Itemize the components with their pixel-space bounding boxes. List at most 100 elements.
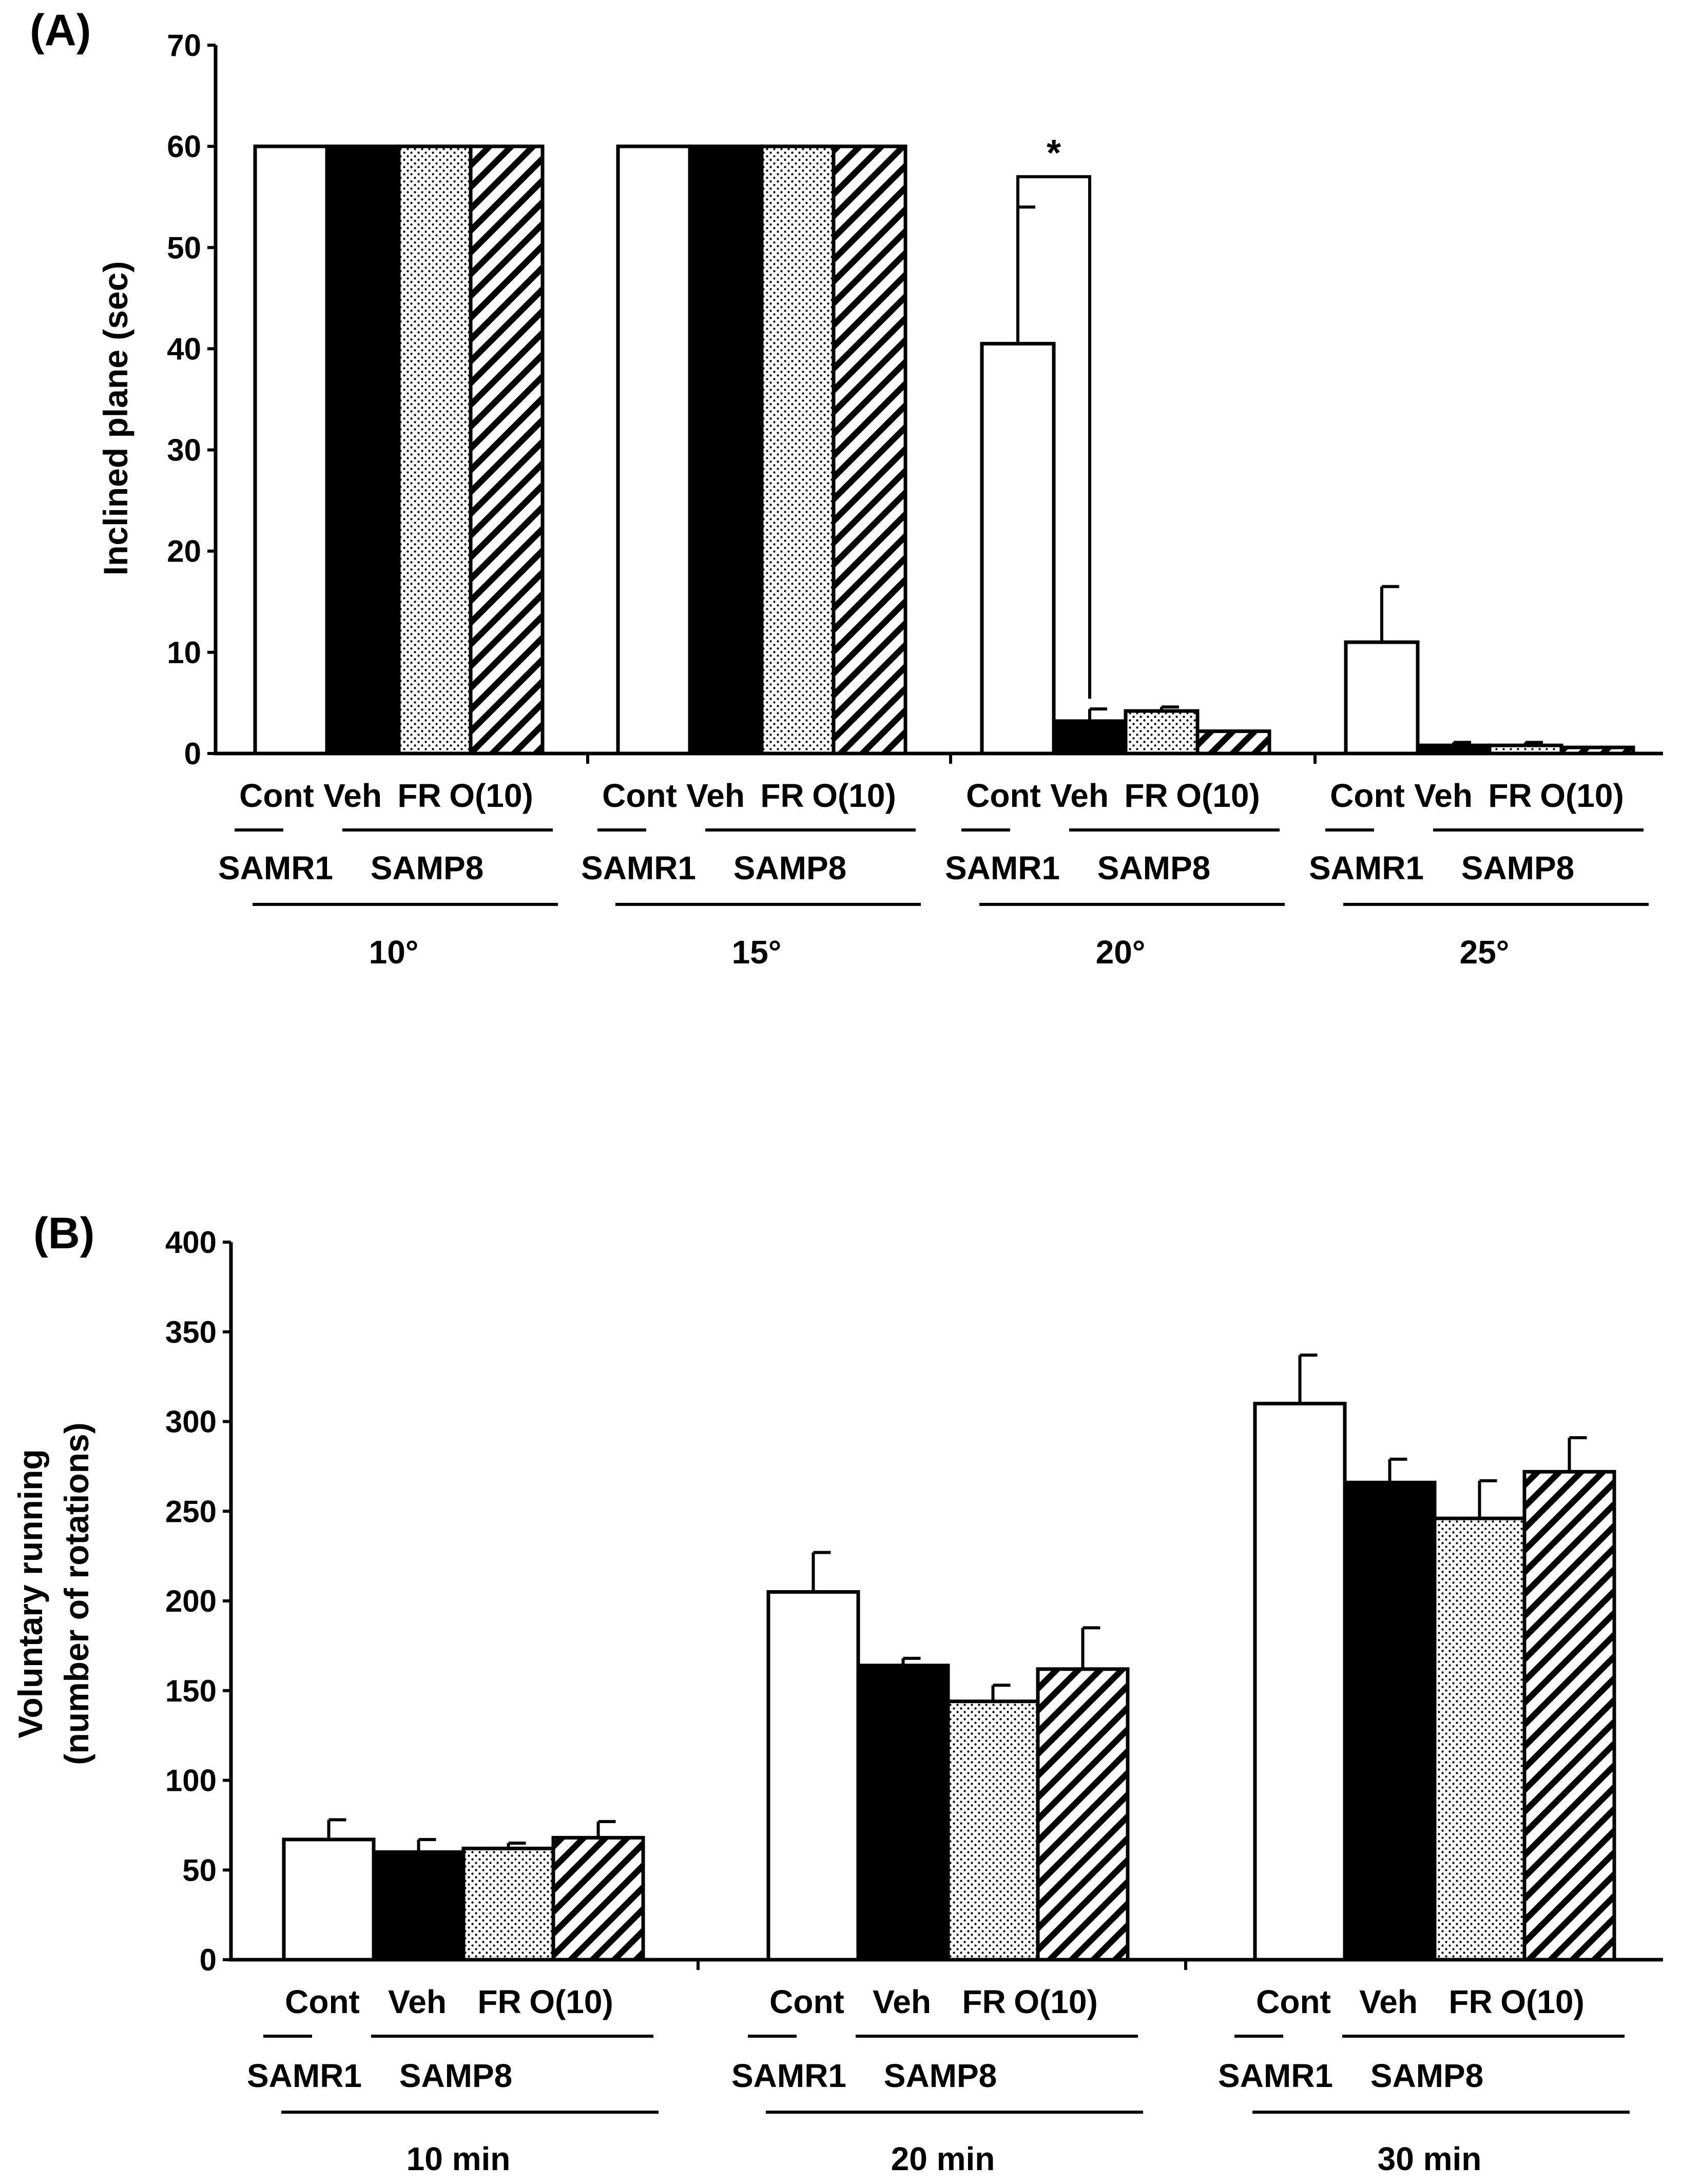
a-treatment-label-10-veh: Veh	[323, 777, 382, 814]
b-treatment-label-20-min-veh: Veh	[873, 1983, 931, 2020]
a-strain-label-samr1-20: SAMR1	[945, 849, 1060, 886]
b-strain-label-samr1-10-min: SAMR1	[247, 2057, 362, 2094]
a-bar-10-cont	[253, 144, 329, 756]
a-treatment-label-20-o-10: O(10)	[1176, 777, 1260, 814]
a-bar-25-veh	[1416, 743, 1492, 756]
b-bar-20-min-veh	[856, 1664, 950, 1962]
a-y-tick-label-60: 60	[167, 129, 201, 164]
a-bar-25-cont	[1344, 640, 1420, 756]
b-treatment-label-10-min-fr: FR	[477, 1983, 521, 2020]
a-treatment-label-15-fr: FR	[760, 777, 804, 814]
a-treatment-label-20-veh: Veh	[1050, 777, 1109, 814]
a-bar-10-fr	[397, 144, 473, 756]
a-strain-label-samp8-25: SAMP8	[1461, 849, 1575, 886]
a-group-label-20: 20°	[1096, 934, 1146, 971]
b-bar-10-min-veh	[372, 1850, 466, 1962]
b-treatment-label-30-min-veh: Veh	[1359, 1983, 1418, 2020]
b-treatment-label-20-min-o-10: O(10)	[1014, 1983, 1098, 2020]
b-treatment-label-30-min-cont: Cont	[1256, 1983, 1331, 2020]
a-y-tick-label-20: 20	[167, 534, 201, 569]
a-strain-label-samr1-25: SAMR1	[1309, 849, 1424, 886]
b-y-tick-label-200: 200	[165, 1584, 217, 1618]
b-bar-10-min-o-10	[551, 1835, 645, 1962]
b-strain-label-samp8-20-min: SAMP8	[884, 2057, 997, 2094]
b-y-tick-label-400: 400	[165, 1225, 217, 1260]
a-y-tick-label-50: 50	[167, 230, 201, 265]
a-y-tick-label-0: 0	[184, 737, 201, 771]
a-strain-label-samp8-20: SAMP8	[1097, 849, 1211, 886]
b-bar-30-min-o-10	[1522, 1470, 1616, 1962]
a-bar-10-o-10	[469, 144, 545, 756]
a-y-tick-label-30: 30	[167, 433, 201, 468]
b-strain-label-samp8-10-min: SAMP8	[399, 2057, 513, 2094]
a-bar-10-veh	[325, 144, 401, 756]
b-bar-20-min-fr	[946, 1699, 1040, 1962]
b-y-tick-label-50: 50	[182, 1853, 217, 1887]
a-treatment-label-25-cont: Cont	[1330, 777, 1405, 814]
a-treatment-label-15-o-10: O(10)	[812, 777, 896, 814]
a-treatment-label-15-cont: Cont	[602, 777, 677, 814]
b-bar-10-min-fr	[461, 1846, 555, 1962]
a-significance-bracket-1	[1016, 175, 1091, 699]
a-treatment-label-25-o-10: O(10)	[1540, 777, 1624, 814]
b-y-tick-label-100: 100	[165, 1764, 217, 1798]
a-strain-label-samr1-15: SAMR1	[581, 849, 696, 886]
a-bar-20-cont	[980, 342, 1056, 756]
b-strain-label-samp8-30-min: SAMP8	[1370, 2057, 1484, 2094]
panel-b-y-axis-title-line2: (number of rotations)	[57, 1422, 95, 1765]
a-strain-label-samr1-10: SAMR1	[218, 849, 333, 886]
b-y-tick-label-150: 150	[165, 1674, 217, 1708]
b-strain-label-samr1-30-min: SAMR1	[1218, 2057, 1333, 2094]
panel-b-y-axis-title-line1: Voluntary running	[11, 1449, 49, 1738]
panel-a-y-axis-title: Inclined plane (sec)	[96, 261, 134, 576]
a-treatment-label-20-cont: Cont	[966, 777, 1041, 814]
b-group-label-20-min: 20 min	[891, 2140, 995, 2177]
a-treatment-label-10-cont: Cont	[239, 777, 314, 814]
b-y-tick-label-350: 350	[165, 1315, 217, 1349]
a-bar-15-veh	[688, 144, 764, 756]
b-treatment-label-30-min-fr: FR	[1448, 1983, 1492, 2020]
a-strain-label-samp8-10: SAMP8	[371, 849, 484, 886]
a-group-label-25: 25°	[1460, 934, 1510, 971]
a-y-tick-label-70: 70	[167, 28, 201, 63]
a-y-tick-label-40: 40	[167, 332, 201, 366]
a-significance-star-1: *	[1047, 132, 1061, 173]
a-y-tick-label-10: 10	[167, 635, 201, 670]
b-treatment-label-30-min-o-10: O(10)	[1500, 1983, 1585, 2020]
b-treatment-label-10-min-cont: Cont	[285, 1983, 360, 2020]
a-bar-25-fr	[1487, 743, 1563, 756]
a-bar-15-fr	[760, 144, 836, 756]
b-bar-30-min-veh	[1343, 1480, 1437, 1962]
b-treatment-label-20-min-fr: FR	[962, 1983, 1006, 2020]
b-group-label-30-min: 30 min	[1378, 2140, 1482, 2177]
b-y-tick-label-0: 0	[200, 1943, 217, 1977]
a-group-label-10: 10°	[369, 934, 419, 971]
a-bar-20-o-10	[1195, 729, 1271, 756]
b-bar-30-min-cont	[1253, 1402, 1347, 1962]
a-strain-label-samp8-15: SAMP8	[733, 849, 847, 886]
b-group-label-10-min: 10 min	[407, 2140, 511, 2177]
a-bar-25-o-10	[1559, 745, 1635, 756]
panel-a-label: (A)	[30, 6, 91, 55]
b-y-tick-label-250: 250	[165, 1494, 217, 1529]
b-bar-30-min-fr	[1433, 1516, 1527, 1962]
a-bar-15-cont	[616, 144, 692, 756]
b-bar-10-min-cont	[282, 1838, 376, 1962]
a-treatment-label-25-fr: FR	[1488, 777, 1532, 814]
a-treatment-label-15-veh: Veh	[686, 777, 745, 814]
panel-b-voluntary-running: (B) Voluntary running (number of rotatio…	[11, 1209, 1663, 2177]
a-treatment-label-10-o-10: O(10)	[449, 777, 533, 814]
a-treatment-label-25-veh: Veh	[1414, 777, 1473, 814]
b-treatment-label-10-min-veh: Veh	[388, 1983, 447, 2020]
a-group-label-15: 15°	[732, 934, 782, 971]
a-treatment-label-20-fr: FR	[1124, 777, 1168, 814]
b-y-tick-label-300: 300	[165, 1405, 217, 1439]
b-treatment-label-20-min-cont: Cont	[769, 1983, 844, 2020]
a-bar-20-veh	[1052, 719, 1128, 756]
b-bar-20-min-cont	[766, 1590, 860, 1962]
a-bar-20-fr	[1124, 709, 1200, 756]
panel-b-label: (B)	[33, 1209, 94, 1258]
b-bar-20-min-o-10	[1036, 1667, 1130, 1962]
a-treatment-label-10-fr: FR	[397, 777, 441, 814]
